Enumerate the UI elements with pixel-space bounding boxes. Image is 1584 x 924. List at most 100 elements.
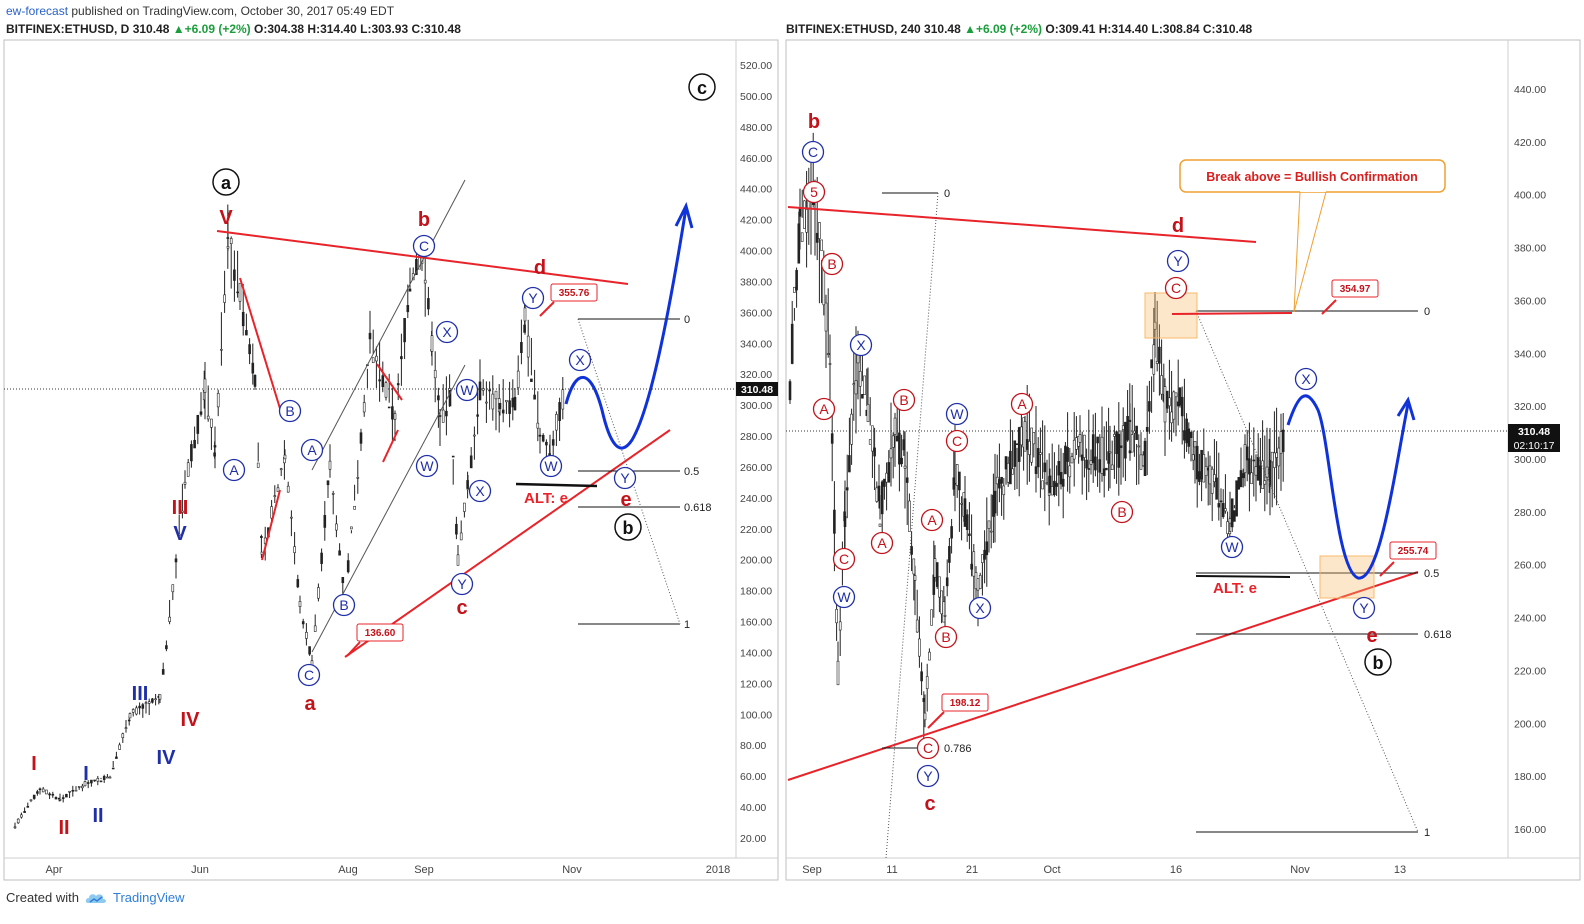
left-callout-136: 136.60: [346, 623, 404, 657]
candle-body: [925, 676, 929, 690]
svg-text:X: X: [856, 337, 866, 353]
candle-body: [963, 498, 967, 527]
candle-body: [948, 546, 951, 563]
left-projection-path: [564, 207, 688, 450]
candle-body: [1030, 427, 1033, 463]
right-countdown-label: 02:10:17: [1514, 440, 1555, 452]
candle-body: [273, 495, 277, 497]
candle-body: [317, 587, 320, 599]
svg-text:C: C: [419, 238, 429, 254]
candle-body: [803, 200, 806, 229]
ytick-label: 120.00: [740, 678, 772, 690]
candle-body: [1261, 460, 1264, 489]
candle-body: [885, 472, 888, 483]
fib-label: 0.618: [684, 502, 712, 514]
candle-body: [290, 516, 293, 519]
left-legend-open: O:304.38: [254, 22, 305, 36]
candle-body: [99, 780, 103, 783]
candle-body: [115, 756, 118, 759]
candle-body: [526, 335, 530, 358]
candle-body: [845, 487, 849, 491]
candle-body: [488, 389, 491, 392]
right-time-axis[interactable]: Sep 11 21 Oct 16 Nov 13: [802, 864, 1406, 876]
candle-body: [950, 526, 953, 539]
svg-text:Y: Y: [923, 768, 933, 784]
candle-body: [1224, 508, 1227, 512]
candle-body: [58, 799, 62, 801]
left-lower-trendline: [344, 429, 671, 658]
tradingview-link[interactable]: TradingView: [112, 890, 185, 905]
candle-body: [788, 381, 792, 401]
candle-body: [128, 713, 132, 719]
ytick-label: 20.00: [740, 833, 766, 845]
right-legend-close: C:310.48: [1202, 22, 1253, 36]
right-legend-high: H:314.40: [1098, 22, 1149, 36]
candle-body: [305, 631, 308, 639]
ytick-label: 500.00: [740, 91, 772, 103]
candle-body: [359, 432, 363, 444]
candle-body: [833, 509, 836, 534]
candle-body: [1248, 458, 1251, 475]
candle-body: [427, 298, 430, 310]
candle-body: [203, 378, 207, 393]
candle-body: [276, 487, 280, 493]
ytick-label: 40.00: [740, 802, 766, 814]
left-price-axis[interactable]: 20.00 40.00 60.00 80.00 100.00 120.00 140.00 16…: [740, 60, 772, 845]
candle-body: [558, 402, 561, 421]
candle-body: [71, 789, 75, 792]
candle-body: [835, 609, 838, 624]
candle-body: [805, 209, 808, 233]
candle-body: [430, 335, 434, 352]
candle-body: [1193, 441, 1197, 448]
ytick-label: 220.00: [740, 524, 772, 536]
candle-body: [1098, 459, 1102, 473]
candle-body: [533, 394, 536, 400]
author-link[interactable]: ew-forecast: [6, 4, 69, 18]
circled-wave-label: C: [832, 547, 856, 571]
candle-body: [286, 485, 290, 493]
circled-wave-label: B: [332, 593, 356, 617]
candle-body: [433, 369, 437, 379]
right-xtick-label: Nov: [1290, 864, 1310, 876]
candle-body: [871, 425, 874, 452]
circled-wave-label: X: [849, 333, 873, 357]
right-projection-path: [1286, 394, 1410, 580]
candle-body: [391, 406, 394, 420]
candle-body: [1115, 431, 1118, 455]
tradingview-cloud-icon: [85, 893, 106, 903]
candle-body: [893, 417, 897, 435]
candle-body: [1200, 449, 1203, 480]
candle-body: [378, 379, 381, 382]
wave-label: II: [92, 805, 103, 827]
left-legend-price: 310.48: [132, 22, 170, 36]
candle-body: [1172, 391, 1176, 420]
candle-body: [220, 348, 223, 351]
left-time-axis[interactable]: Apr Jun Aug Sep Nov 2018: [45, 864, 730, 876]
right-price-axis[interactable]: 160.00 180.00 200.00 220.00 240.00 260.00 280.…: [1514, 84, 1546, 836]
candle-body: [900, 457, 903, 465]
left-flag-line: [382, 429, 399, 463]
candle-body: [843, 516, 847, 528]
candle-body: [335, 523, 338, 531]
candle-body: [1139, 454, 1143, 470]
candle-body: [245, 330, 248, 336]
svg-text:Y: Y: [1359, 600, 1369, 616]
right-last-price-badge: [1508, 424, 1560, 452]
candle-body: [513, 396, 517, 411]
right-wave-labels: b c d e: [808, 111, 1378, 815]
circled-wave-label: Y: [521, 286, 545, 310]
candle-body: [68, 790, 71, 793]
svg-text:B: B: [339, 597, 348, 613]
right-resistance-box: [1144, 292, 1198, 339]
candle-body: [384, 382, 388, 398]
svg-text:W: W: [420, 458, 434, 474]
candle-body: [256, 462, 260, 468]
candle-body: [998, 479, 1001, 489]
price-callout-label: 136.60: [365, 628, 396, 639]
candle-body: [456, 554, 460, 566]
candle-body: [381, 375, 385, 388]
wave-label: a: [304, 693, 316, 715]
candle-body: [326, 480, 330, 486]
candle-body: [1270, 451, 1274, 463]
